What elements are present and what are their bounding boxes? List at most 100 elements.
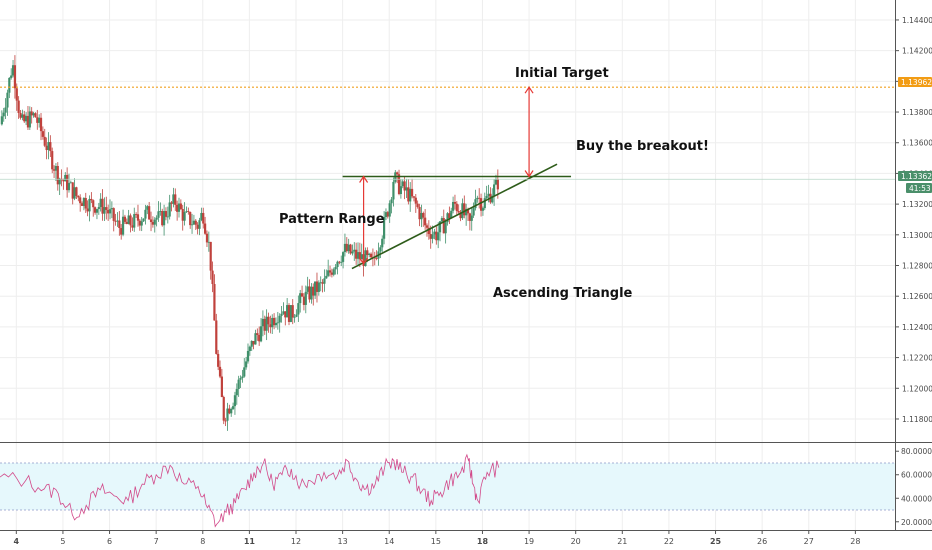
candle-body[interactable] xyxy=(269,324,272,328)
candle-body[interactable] xyxy=(8,77,11,93)
candle-body[interactable] xyxy=(153,219,156,225)
candle-body[interactable] xyxy=(256,333,259,335)
candle-body[interactable] xyxy=(183,212,186,221)
candle-body[interactable] xyxy=(215,320,218,354)
candle-body[interactable] xyxy=(414,197,417,204)
price-scale[interactable]: 1.144001.142001.140001.138001.136001.134… xyxy=(895,0,932,530)
candle-body[interactable] xyxy=(217,353,220,367)
oscillator-pane[interactable] xyxy=(0,442,932,528)
candle-body[interactable] xyxy=(427,227,430,235)
candle-body[interactable] xyxy=(325,275,328,279)
candle-body[interactable] xyxy=(189,212,192,226)
candle-body[interactable] xyxy=(66,174,69,191)
candle-body[interactable] xyxy=(49,142,52,152)
candle-body[interactable] xyxy=(168,202,171,217)
candle-body[interactable] xyxy=(99,198,102,207)
candle-body[interactable] xyxy=(481,208,485,211)
candle-body[interactable] xyxy=(243,367,246,377)
candle-body[interactable] xyxy=(82,197,86,206)
candle-body[interactable] xyxy=(289,305,292,322)
candle-body[interactable] xyxy=(476,197,479,200)
candle-body[interactable] xyxy=(278,315,281,323)
candle-body[interactable] xyxy=(231,406,235,409)
candle-body[interactable] xyxy=(388,203,391,217)
candle-body[interactable] xyxy=(271,317,274,328)
candle-body[interactable] xyxy=(105,207,108,210)
candle-body[interactable] xyxy=(32,113,35,116)
candle-body[interactable] xyxy=(267,316,270,325)
candle-body[interactable] xyxy=(209,241,212,271)
candle-body[interactable] xyxy=(287,305,291,322)
candle-body[interactable] xyxy=(410,188,414,197)
candle-body[interactable] xyxy=(356,252,360,259)
candle-body[interactable] xyxy=(120,228,123,235)
candle-body[interactable] xyxy=(429,234,432,239)
candle-body[interactable] xyxy=(41,131,44,137)
candle-body[interactable] xyxy=(384,212,388,217)
candle-body[interactable] xyxy=(11,65,15,76)
candle-body[interactable] xyxy=(151,222,154,225)
candle-body[interactable] xyxy=(340,261,343,263)
candle-body[interactable] xyxy=(52,169,56,171)
candle-body[interactable] xyxy=(25,115,28,122)
candle-body[interactable] xyxy=(451,201,455,211)
candle-body[interactable] xyxy=(485,195,488,199)
candle-body[interactable] xyxy=(125,221,128,225)
candle-body[interactable] xyxy=(487,193,490,196)
price-plot[interactable] xyxy=(0,55,499,431)
candle-body[interactable] xyxy=(107,209,110,214)
candle-body[interactable] xyxy=(446,213,449,223)
candle-body[interactable] xyxy=(138,220,141,226)
candle-body[interactable] xyxy=(226,408,229,421)
candle-body[interactable] xyxy=(444,222,447,234)
candle-body[interactable] xyxy=(483,198,486,209)
candle-body[interactable] xyxy=(176,204,179,212)
candle-body[interactable] xyxy=(330,272,333,275)
candle-body[interactable] xyxy=(47,142,50,151)
candle-body[interactable] xyxy=(155,217,158,220)
candle-body[interactable] xyxy=(397,174,401,195)
candle-body[interactable] xyxy=(162,211,166,226)
candle-body[interactable] xyxy=(418,206,421,220)
candle-body[interactable] xyxy=(396,172,399,175)
candle-body[interactable] xyxy=(246,350,250,362)
candle-body[interactable] xyxy=(317,282,320,292)
candle-body[interactable] xyxy=(192,220,196,225)
candle-body[interactable] xyxy=(312,286,315,296)
candle-body[interactable] xyxy=(284,311,287,318)
candle-body[interactable] xyxy=(4,107,7,113)
candle-body[interactable] xyxy=(263,318,266,331)
candle-body[interactable] xyxy=(19,112,22,118)
candle-body[interactable] xyxy=(202,212,205,224)
candle-body[interactable] xyxy=(144,209,147,219)
candle-body[interactable] xyxy=(310,286,313,300)
candle-body[interactable] xyxy=(258,334,261,342)
candle-body[interactable] xyxy=(114,220,117,222)
candle-body[interactable] xyxy=(248,346,251,351)
pattern-range-arrow[interactable] xyxy=(359,175,369,266)
candle-body[interactable] xyxy=(75,187,78,196)
candle-body[interactable] xyxy=(416,203,419,207)
candle-body[interactable] xyxy=(338,261,341,263)
candle-body[interactable] xyxy=(38,117,41,123)
candle-body[interactable] xyxy=(472,208,475,216)
candle-body[interactable] xyxy=(93,207,97,213)
candle-body[interactable] xyxy=(407,187,410,202)
candle-body[interactable] xyxy=(34,113,37,118)
candle-body[interactable] xyxy=(409,188,412,202)
candle-body[interactable] xyxy=(349,244,352,254)
candle-body[interactable] xyxy=(103,207,106,214)
candle-body[interactable] xyxy=(422,213,425,218)
candle-body[interactable] xyxy=(465,208,468,216)
candle-body[interactable] xyxy=(453,201,457,204)
candle-body[interactable] xyxy=(228,408,231,414)
candle-body[interactable] xyxy=(424,217,427,226)
candle-body[interactable] xyxy=(319,282,322,284)
candle-body[interactable] xyxy=(230,408,233,414)
candle-body[interactable] xyxy=(0,116,3,125)
candle-body[interactable] xyxy=(131,225,134,228)
candle-body[interactable] xyxy=(185,211,188,213)
candle-body[interactable] xyxy=(450,210,453,219)
candle-body[interactable] xyxy=(280,313,283,316)
